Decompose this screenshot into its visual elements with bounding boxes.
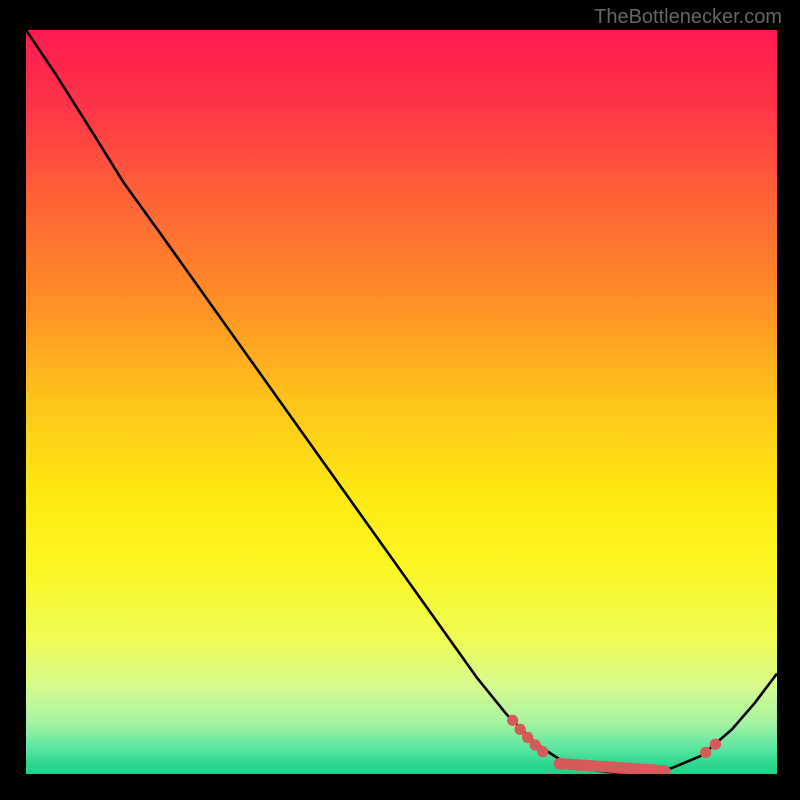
chart-container: TheBottlenecker.com xyxy=(0,0,800,800)
marker-cluster-b-1 xyxy=(710,739,721,750)
marker-cluster-a-0 xyxy=(507,715,518,726)
plot-area xyxy=(26,30,777,774)
chart-svg xyxy=(26,30,777,774)
marker-cluster-b-0 xyxy=(700,747,711,758)
watermark-text: TheBottlenecker.com xyxy=(594,6,782,29)
marker-cluster-a-4 xyxy=(537,746,548,757)
gradient-background xyxy=(26,30,777,774)
